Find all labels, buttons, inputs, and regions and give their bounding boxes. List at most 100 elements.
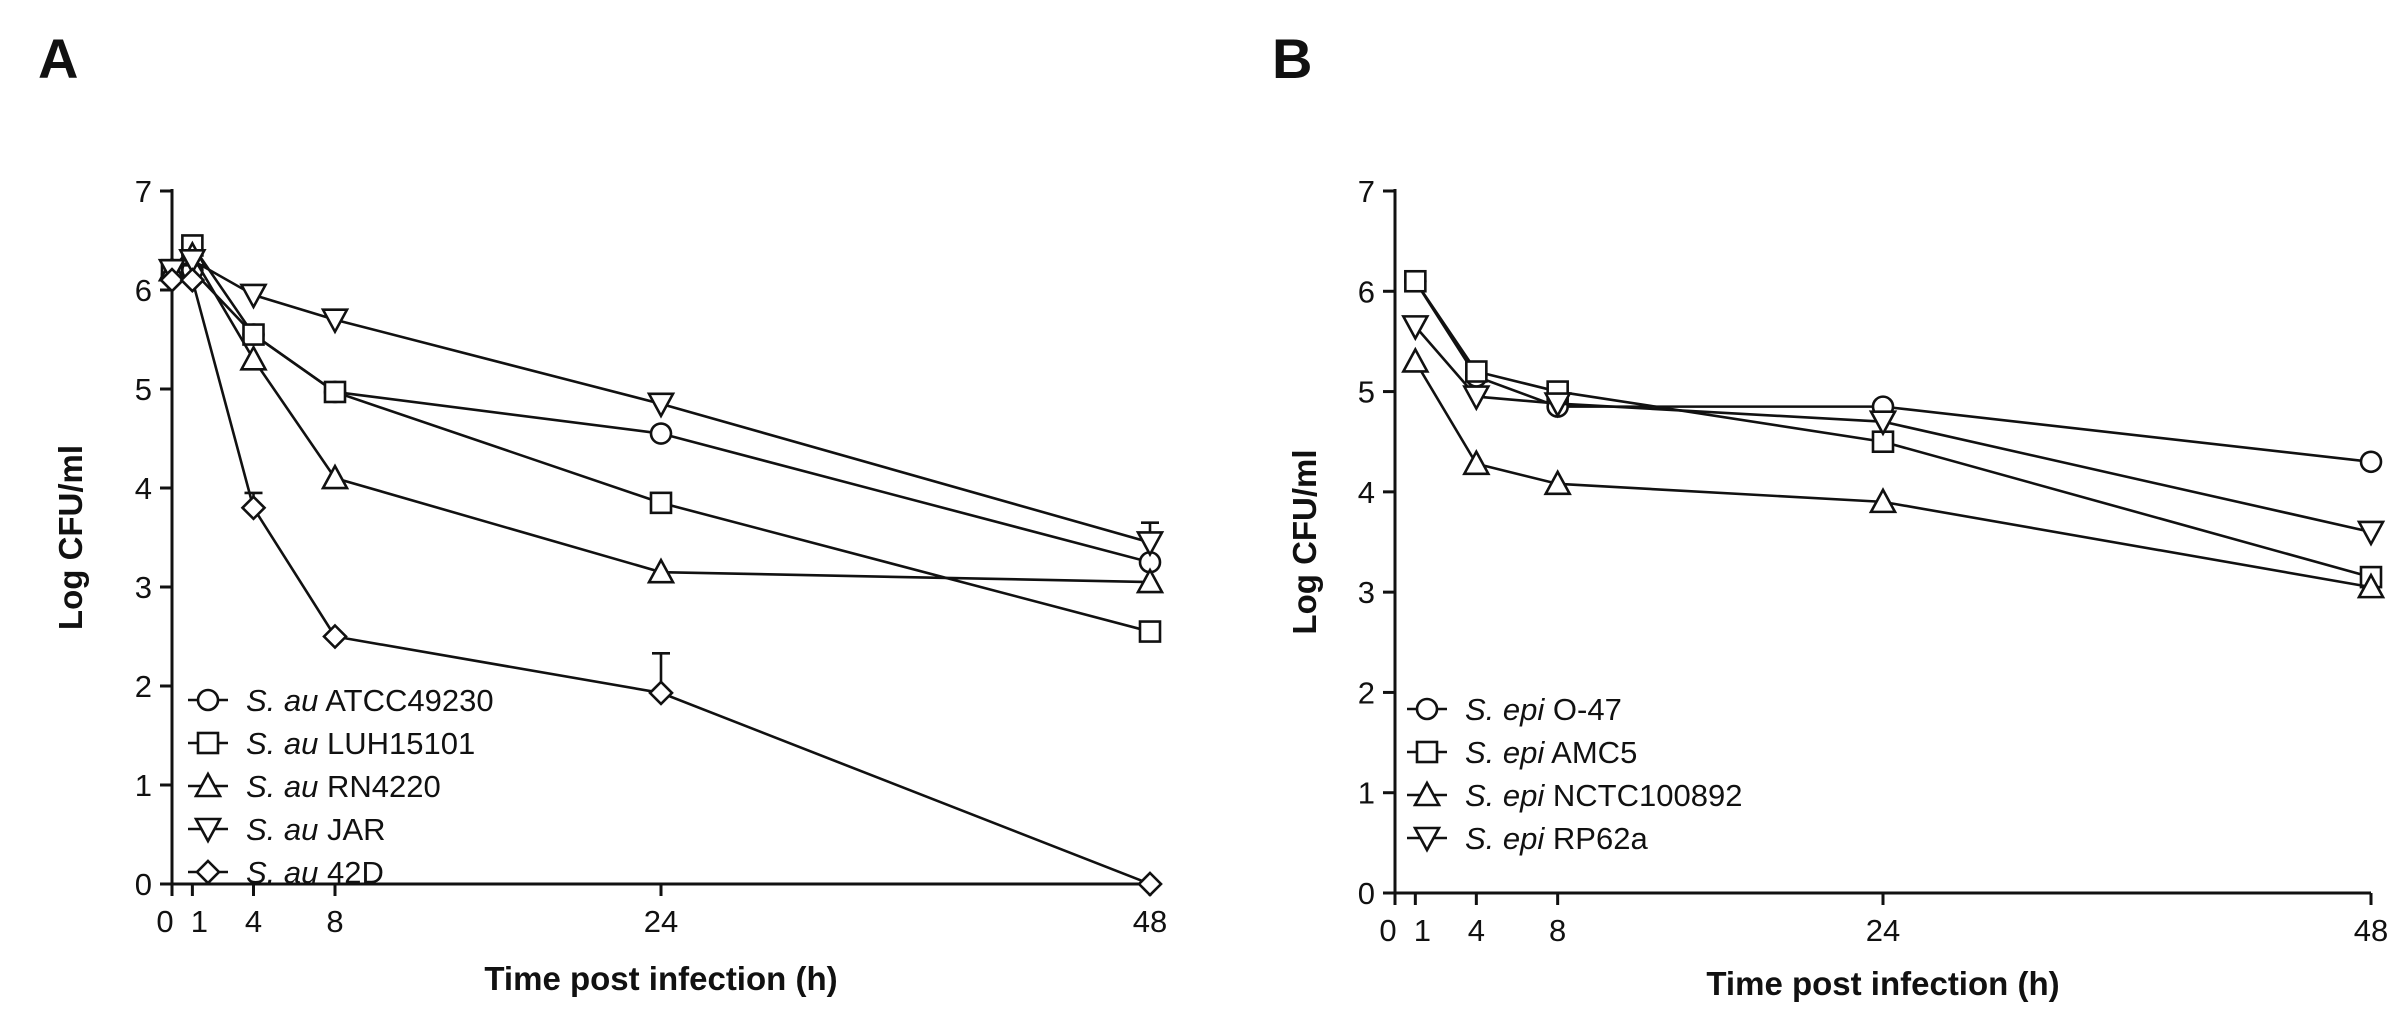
legend-label: S. au RN4220 bbox=[246, 769, 441, 804]
x-tick-label: 48 bbox=[2354, 913, 2388, 948]
legend-entry: S. epi O-47 bbox=[1407, 692, 1622, 727]
data-point bbox=[323, 380, 347, 404]
legend-label: S. au LUH15101 bbox=[246, 726, 475, 761]
data-point bbox=[1543, 392, 1572, 419]
legend-species: S. epi bbox=[1465, 821, 1545, 856]
data-point bbox=[240, 494, 267, 521]
data-point bbox=[648, 680, 674, 706]
data-point bbox=[1401, 315, 1430, 342]
series-line bbox=[1414, 325, 2372, 534]
data-point bbox=[178, 249, 207, 276]
legend-label: S. au JAR bbox=[246, 812, 386, 847]
legend-species: S. epi bbox=[1465, 778, 1545, 813]
legend-entry: S. epi AMC5 bbox=[1407, 735, 1637, 770]
legend-strain: RN4220 bbox=[318, 769, 440, 804]
legend-entry: S. au JAR bbox=[188, 812, 386, 847]
x-tick-label: 0 bbox=[156, 904, 173, 939]
legend-label: S. epi NCTC100892 bbox=[1465, 778, 1742, 813]
data-point bbox=[239, 344, 268, 371]
legend-strain: RP62a bbox=[1544, 821, 1648, 856]
legend-species: S. au bbox=[246, 855, 318, 890]
y-tick-label: 0 bbox=[135, 867, 152, 902]
legend-entry: S. au LUH15101 bbox=[188, 726, 475, 761]
legend-species: S. au bbox=[246, 812, 318, 847]
y-axis-title: Log CFU/ml bbox=[52, 445, 89, 630]
y-axis-title: Log CFU/ml bbox=[1286, 449, 1323, 634]
legend-entry: S. au RN4220 bbox=[188, 769, 441, 804]
legend-strain: ATCC49230 bbox=[318, 683, 493, 718]
legend-marker bbox=[193, 771, 223, 798]
x-axis-title: Time post infection (h) bbox=[484, 960, 837, 997]
series-line bbox=[1414, 280, 2372, 579]
legend-species: S. au bbox=[246, 769, 318, 804]
legend-marker bbox=[1412, 826, 1442, 853]
legend-entry: S. epi NCTC100892 bbox=[1407, 778, 1742, 813]
data-point bbox=[159, 267, 185, 293]
data-point bbox=[1135, 531, 1165, 558]
data-point bbox=[2356, 572, 2386, 599]
y-tick-label: 5 bbox=[1358, 375, 1375, 410]
data-point bbox=[2356, 520, 2386, 547]
data-point bbox=[1401, 346, 1430, 373]
y-tick-label: 6 bbox=[135, 273, 152, 308]
legend-label: S. au ATCC49230 bbox=[246, 683, 494, 718]
data-point bbox=[320, 463, 350, 490]
y-tick-label: 7 bbox=[1358, 174, 1375, 209]
data-point bbox=[239, 283, 268, 310]
data-point bbox=[1868, 487, 1898, 514]
y-tick-label: 2 bbox=[135, 669, 152, 704]
panel-label-b: B bbox=[1272, 27, 1312, 90]
data-point bbox=[320, 308, 350, 335]
data-point bbox=[646, 392, 676, 419]
x-tick-label: 24 bbox=[644, 904, 678, 939]
x-axis-title: Time post infection (h) bbox=[1706, 965, 2059, 1002]
x-tick-label: 4 bbox=[1468, 913, 1485, 948]
data-point bbox=[649, 491, 673, 515]
legend-strain: JAR bbox=[318, 812, 385, 847]
legend-species: S. au bbox=[246, 683, 318, 718]
legend-label: S. epi RP62a bbox=[1465, 821, 1648, 856]
data-point bbox=[1462, 449, 1491, 476]
legend-strain: 42D bbox=[318, 855, 383, 890]
y-tick-label: 0 bbox=[1358, 876, 1375, 911]
data-point bbox=[1462, 385, 1491, 412]
legend-species: S. epi bbox=[1465, 692, 1545, 727]
data-point bbox=[179, 267, 206, 293]
legend-species: S. epi bbox=[1465, 735, 1545, 770]
y-tick-label: 3 bbox=[135, 570, 152, 605]
x-tick-label: 8 bbox=[326, 904, 343, 939]
x-tick-label: 0 bbox=[1379, 913, 1396, 948]
y-tick-label: 4 bbox=[1358, 475, 1375, 510]
y-tick-label: 4 bbox=[135, 471, 152, 506]
legend-strain: LUH15101 bbox=[318, 726, 475, 761]
data-point bbox=[1137, 871, 1163, 897]
legend-label: S. epi AMC5 bbox=[1465, 735, 1637, 770]
legend-strain: NCTC100892 bbox=[1544, 778, 1742, 813]
data-point bbox=[646, 557, 676, 584]
data-point bbox=[649, 422, 673, 445]
legend-marker bbox=[193, 817, 223, 844]
data-point bbox=[1138, 620, 1162, 643]
legend-strain: AMC5 bbox=[1544, 735, 1637, 770]
data-point bbox=[1868, 410, 1898, 437]
x-tick-label: 1 bbox=[1414, 913, 1431, 948]
series-amc5 bbox=[1404, 269, 2383, 589]
legend-entry: S. au 42D bbox=[188, 855, 384, 890]
x-tick-label: 1 bbox=[191, 904, 208, 939]
data-point bbox=[1135, 567, 1165, 594]
legend-marker bbox=[1415, 740, 1439, 764]
series-42d bbox=[159, 267, 1163, 897]
data-point bbox=[322, 623, 348, 650]
legend-marker bbox=[196, 731, 220, 755]
legend-species: S. au bbox=[246, 726, 318, 761]
legend-entry: S. epi RP62a bbox=[1407, 821, 1648, 856]
legend-entry: S. au ATCC49230 bbox=[188, 683, 494, 718]
legend-marker bbox=[195, 859, 221, 885]
y-tick-label: 1 bbox=[1358, 776, 1375, 811]
data-point bbox=[1543, 469, 1572, 496]
legend-marker bbox=[196, 688, 220, 712]
legend-marker bbox=[1412, 780, 1442, 807]
data-point bbox=[242, 323, 265, 346]
series-line bbox=[171, 253, 1151, 584]
